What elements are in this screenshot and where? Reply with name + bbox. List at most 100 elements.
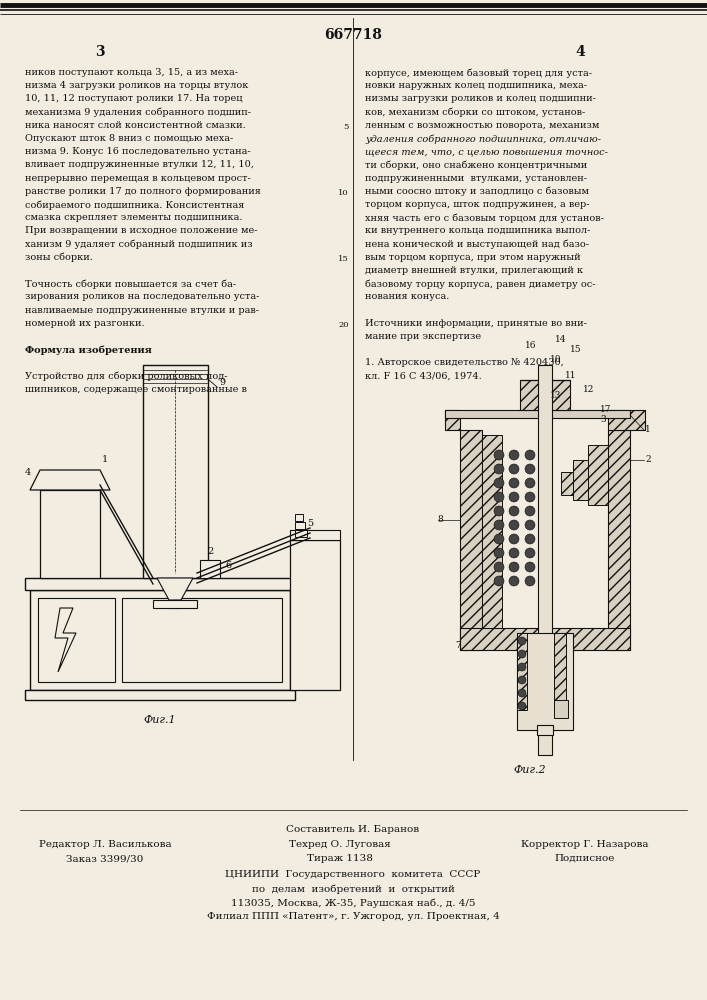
Circle shape [494, 520, 504, 530]
Text: непрерывно перемещая в кольцевом прост-: непрерывно перемещая в кольцевом прост- [25, 174, 251, 183]
Bar [143, 365, 208, 578]
Text: собираемого подшипника. Консистентная: собираемого подшипника. Консистентная [25, 200, 245, 210]
Text: 10: 10 [550, 356, 561, 364]
Bar [520, 380, 570, 410]
Text: новки наружных колец подшипника, меха-: новки наружных колец подшипника, меха- [365, 81, 587, 90]
Circle shape [525, 464, 535, 474]
Text: 4: 4 [25, 468, 31, 477]
Bar [460, 430, 482, 650]
Text: смазка скрепляет элементы подшипника.: смазка скрепляет элементы подшипника. [25, 213, 243, 222]
Text: ника наносят слой консистентной смазки.: ника наносят слой консистентной смазки. [25, 121, 246, 130]
Circle shape [509, 534, 519, 544]
Polygon shape [55, 608, 76, 672]
Text: Подписное: Подписное [555, 854, 615, 863]
Text: низмы загрузки роликов и колец подшипни-: низмы загрузки роликов и колец подшипни- [365, 94, 596, 103]
Text: щееся тем, что, с целью повышения точнос-: щееся тем, что, с целью повышения точнос… [365, 147, 608, 156]
Bar [25, 578, 295, 590]
Text: Тираж 1138: Тираж 1138 [307, 854, 373, 863]
Text: вым торцом корпуса, при этом наружный: вым торцом корпуса, при этом наружный [365, 253, 580, 262]
Text: кл. F 16 C 43/06, 1974.: кл. F 16 C 43/06, 1974. [365, 372, 481, 381]
Text: мание при экспертизе: мание при экспертизе [365, 332, 481, 341]
Bar [290, 530, 340, 540]
Text: Фиг.2: Фиг.2 [514, 765, 547, 775]
Text: зирования роликов на последовательно уста-: зирования роликов на последовательно уст… [25, 292, 259, 301]
Text: ными соосно штоку и заподлицо с базовым: ными соосно штоку и заподлицо с базовым [365, 187, 589, 196]
Circle shape [494, 534, 504, 544]
Text: Фиг.1: Фиг.1 [144, 715, 176, 725]
Bar [460, 628, 630, 650]
Text: Формула изобретения: Формула изобретения [25, 345, 152, 355]
Text: 9: 9 [219, 378, 225, 387]
Text: 13: 13 [550, 390, 561, 399]
Bar [445, 410, 630, 418]
Circle shape [525, 478, 535, 488]
Circle shape [494, 450, 504, 460]
Text: подпружиненными  втулками, установлен-: подпружиненными втулками, установлен- [365, 174, 587, 183]
Circle shape [509, 562, 519, 572]
Text: 5: 5 [344, 123, 349, 131]
Circle shape [494, 576, 504, 586]
Circle shape [494, 506, 504, 516]
Circle shape [509, 464, 519, 474]
Bar [554, 633, 566, 710]
Text: Опускают шток 8 вниз с помощью меха-: Опускают шток 8 вниз с помощью меха- [25, 134, 233, 143]
Text: При возвращении в исходное положение ме-: При возвращении в исходное положение ме- [25, 226, 257, 235]
Text: 2: 2 [207, 547, 213, 556]
Text: Точность сборки повышается за счет ба-: Точность сборки повышается за счет ба- [25, 279, 236, 289]
Text: Редактор Л. Василькова: Редактор Л. Василькова [39, 840, 171, 849]
Text: 1. Авторское свидетельство № 420430,: 1. Авторское свидетельство № 420430, [365, 358, 563, 367]
Circle shape [525, 562, 535, 572]
Text: 7: 7 [455, 641, 461, 650]
Text: 11: 11 [565, 370, 576, 379]
Circle shape [509, 548, 519, 558]
Text: 16: 16 [525, 340, 537, 350]
Bar [290, 540, 340, 690]
Bar [608, 430, 630, 650]
Bar [482, 435, 502, 628]
Circle shape [494, 548, 504, 558]
Text: зоны сборки.: зоны сборки. [25, 253, 93, 262]
Bar [295, 530, 307, 537]
Circle shape [509, 506, 519, 516]
Bar [153, 600, 197, 608]
Text: 6: 6 [225, 561, 231, 570]
Bar [38, 598, 115, 682]
Text: механизма 9 удаления собранного подшип-: механизма 9 удаления собранного подшип- [25, 108, 251, 117]
Bar [25, 690, 295, 700]
Bar [573, 460, 588, 500]
Text: 14: 14 [555, 336, 566, 344]
Circle shape [494, 478, 504, 488]
Text: вливает подпружиненные втулки 12, 11, 10,: вливает подпружиненные втулки 12, 11, 10… [25, 160, 254, 169]
Circle shape [518, 663, 526, 671]
Text: 1: 1 [102, 455, 108, 464]
Text: 8: 8 [437, 516, 443, 524]
Circle shape [509, 492, 519, 502]
Text: 113035, Москва, Ж-35, Раушская наб., д. 4/5: 113035, Москва, Ж-35, Раушская наб., д. … [230, 898, 475, 908]
Text: низма 4 загрузки роликов на торцы втулок: низма 4 загрузки роликов на торцы втулок [25, 81, 248, 90]
Text: ранстве ролики 17 до полного формирования: ранстве ролики 17 до полного формировани… [25, 187, 261, 196]
Bar [561, 472, 573, 495]
Text: нена конической и выступающей над базо-: нена конической и выступающей над базо- [365, 240, 589, 249]
Bar [537, 725, 553, 735]
Text: ников поступают кольца 3, 15, а из меха-: ников поступают кольца 3, 15, а из меха- [25, 68, 238, 77]
Circle shape [509, 576, 519, 586]
Polygon shape [157, 578, 193, 600]
Circle shape [518, 650, 526, 658]
Text: ЦНИИПИ  Государственного  комитета  СССР: ЦНИИПИ Государственного комитета СССР [226, 870, 481, 879]
Text: корпусе, имеющем базовый торец для уста-: корпусе, имеющем базовый торец для уста- [365, 68, 592, 78]
Polygon shape [30, 470, 110, 490]
Text: удаления собранного подшипника, отличаю-: удаления собранного подшипника, отличаю- [365, 134, 601, 143]
Circle shape [525, 506, 535, 516]
Text: 12: 12 [583, 385, 595, 394]
Text: Источники информации, принятые во вни-: Источники информации, принятые во вни- [365, 319, 587, 328]
Text: ков, механизм сборки со штоком, установ-: ков, механизм сборки со штоком, установ- [365, 108, 585, 117]
Bar [295, 522, 305, 529]
Circle shape [518, 637, 526, 645]
Circle shape [494, 562, 504, 572]
Text: шипников, содержащее смонтированные в: шипников, содержащее смонтированные в [25, 385, 247, 394]
Text: низма 9. Конус 16 последовательно устана-: низма 9. Конус 16 последовательно устана… [25, 147, 250, 156]
Circle shape [525, 576, 535, 586]
Text: торцом корпуса, шток подпружинен, а вер-: торцом корпуса, шток подпружинен, а вер- [365, 200, 590, 209]
Text: ки внутреннего кольца подшипника выпол-: ки внутреннего кольца подшипника выпол- [365, 226, 590, 235]
Circle shape [518, 676, 526, 684]
